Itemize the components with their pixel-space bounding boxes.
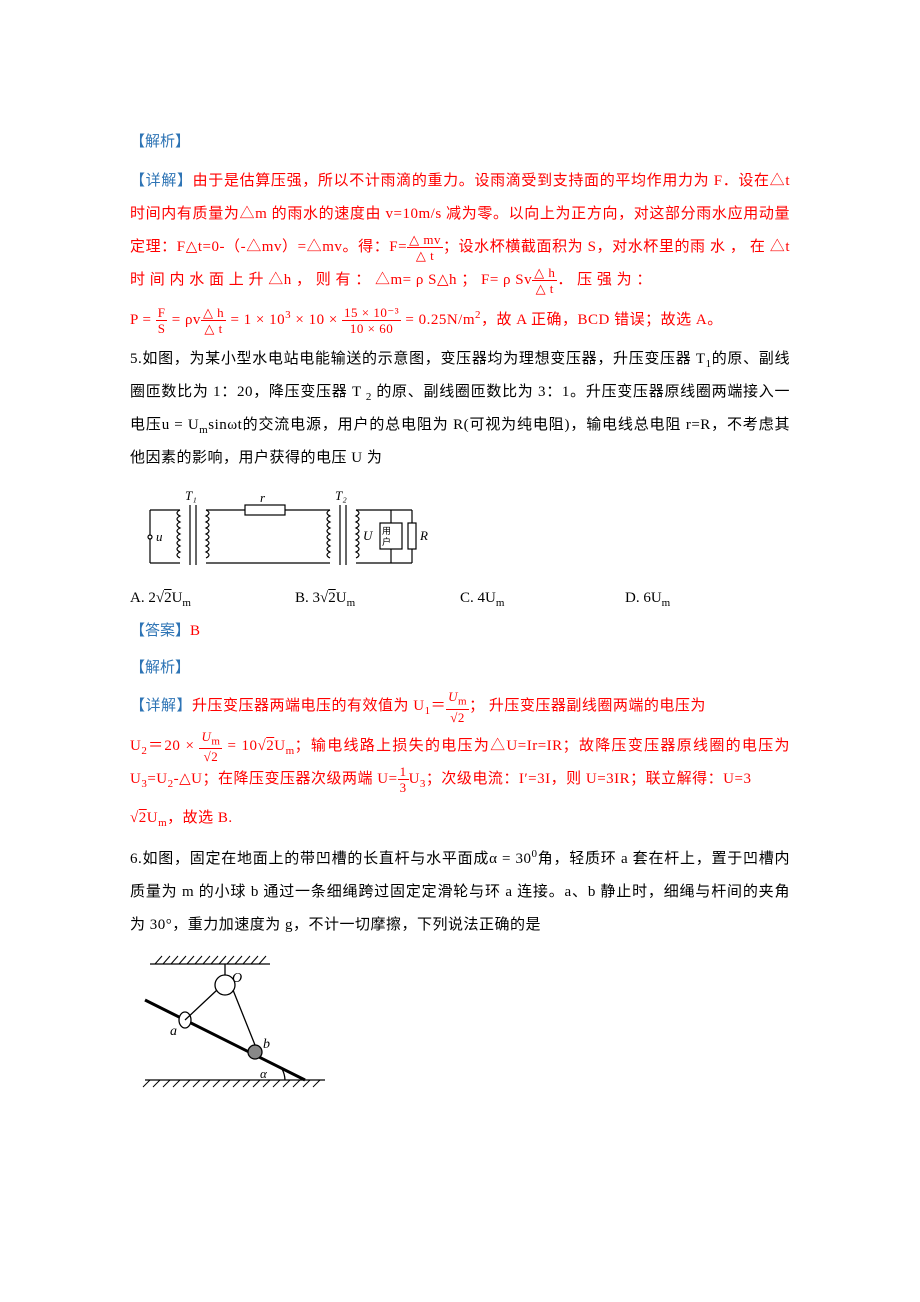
label-T1: T₁ <box>185 488 197 503</box>
q4-equation-line: P = FS = ρv△ h△ t = 1 × 103 × 10 × 15 × … <box>130 303 790 337</box>
label-U: U <box>363 528 374 543</box>
q5-explanation-3: √2Um，故选 B. <box>130 802 790 835</box>
q5-options: A. 2√2Um B. 3√2Um C. 4Um D. 6Um <box>130 590 790 609</box>
label-u: u <box>156 529 163 544</box>
label-r: r <box>260 490 266 505</box>
label-yonghu-2: 户 <box>382 536 391 547</box>
q6-diagram: O a b α <box>130 952 790 1092</box>
label-R: R <box>419 528 428 543</box>
option-A: A. 2√2Um <box>130 590 295 609</box>
page-container: 【解析】 【详解】由于是估算压强，所以不计雨滴的重力。设雨滴受到支持面的平均作用… <box>0 0 920 1162</box>
option-C: C. 4Um <box>460 590 625 609</box>
label-yonghu-1: 用 <box>382 526 391 536</box>
label-xiangjie-4: 【详解】 <box>130 173 193 189</box>
q4-mid2: ． 压 强 为 ： <box>557 272 652 288</box>
frac-FS: FS <box>156 306 168 335</box>
q5-circuit-diagram: T₁ T₂ u r U 用 户 R <box>130 485 790 580</box>
label-O: O <box>232 971 242 986</box>
q4-explanation: 【详解】由于是估算压强，所以不计雨滴的重力。设雨滴受到支持面的平均作用力为 F．… <box>130 165 790 297</box>
frac-Um-sqrt2-a: Um√2 <box>446 690 469 724</box>
label-b: b <box>263 1037 270 1052</box>
option-D: D. 6Um <box>625 590 790 609</box>
q4-frac2: △ h△ t <box>532 266 557 295</box>
q4-frac1: △ mv△ t <box>407 233 443 262</box>
q5-explanation-2: U2＝20 × Um√2 = 10√2Um；输电线路上损失的电压为△U=Ir=I… <box>130 730 790 797</box>
q5-answer: 【答案】B <box>130 617 790 646</box>
frac-dhdt: △ h△ t <box>201 306 226 335</box>
q5-explanation-1: 【详解】升压变压器两端电压的有效值为 U1＝Um√2； 升压变压器副线圈两端的电… <box>130 690 790 724</box>
label-T2: T₂ <box>335 488 347 503</box>
frac-1-3: 13 <box>398 765 409 794</box>
label-a: a <box>170 1024 177 1039</box>
label-alpha: α <box>260 1066 268 1081</box>
option-B: B. 3√2Um <box>295 590 460 609</box>
label-jiexi-5: 【解析】 <box>130 654 790 683</box>
q6-stem: 6.如图，固定在地面上的带凹槽的长直杆与水平面成α = 300角，轻质环 a 套… <box>130 842 790 942</box>
q5-stem: 5.如图，为某小型水电站电能输送的示意图，变压器均为理想变压器，升压变压器 T1… <box>130 343 790 476</box>
frac-Um-sqrt2-b: Um√2 <box>199 730 222 764</box>
frac-num: 15 × 10⁻³10 × 60 <box>342 306 401 335</box>
label-jiexi-4: 【解析】 <box>130 128 790 157</box>
